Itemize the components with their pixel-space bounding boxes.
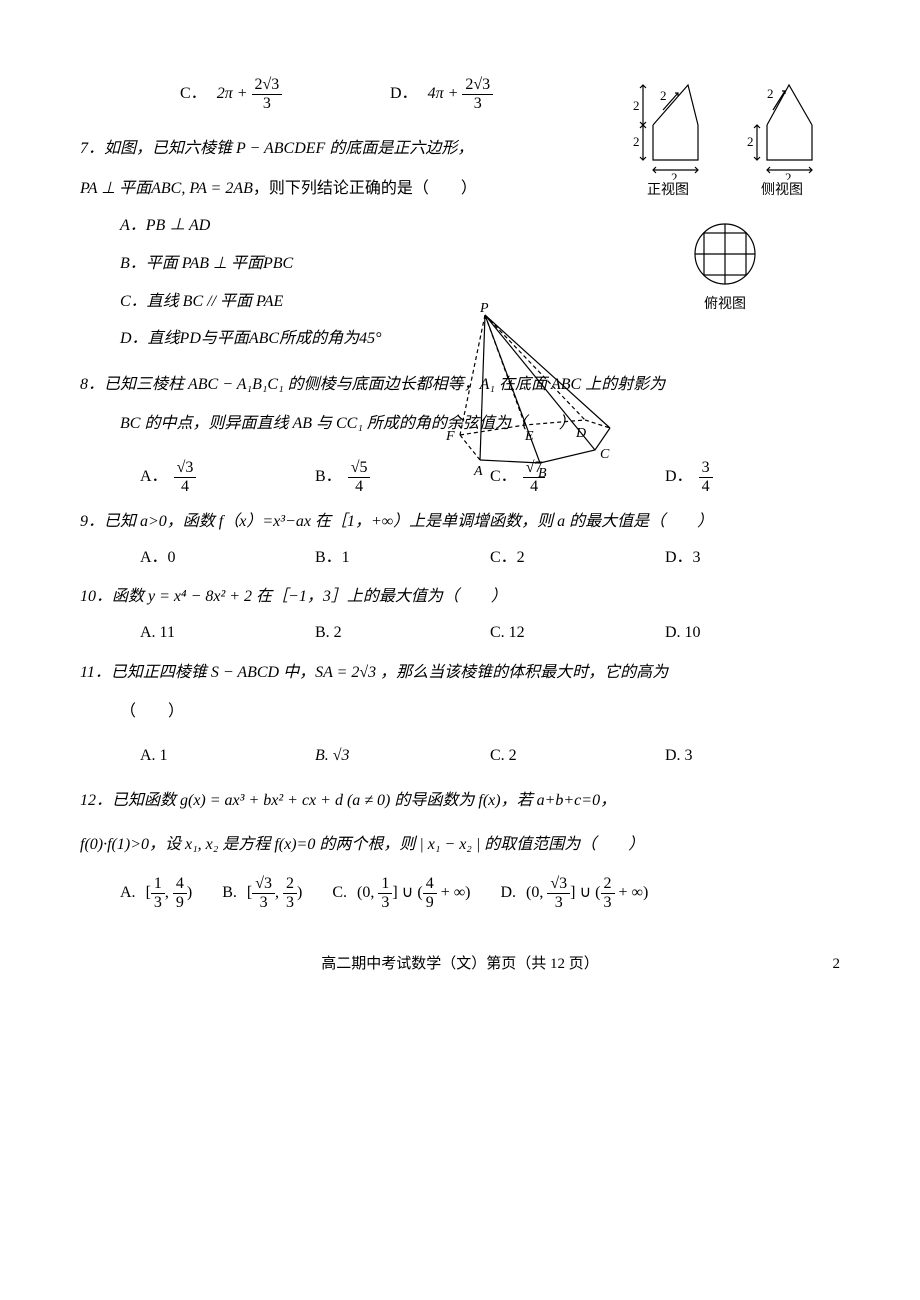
side-view-svg: 2 2 2 (737, 70, 827, 180)
q10-opt-a: A. 11 (140, 620, 315, 646)
q9-opt-c: C．2 (490, 545, 665, 571)
q12-opt-d: D. (0, √33] ∪ (23 + ∞) (500, 875, 648, 911)
q11: 11．已知正四棱锥 S − ABCD 中，SA = 2√3 ，那么当该棱锥的体积… (80, 660, 840, 769)
q11-stem: 11．已知正四棱锥 S − ABCD 中，SA = 2√3 ，那么当该棱锥的体积… (80, 660, 840, 686)
label-C: C (600, 447, 610, 462)
q11-opt-b: B. √3 (315, 743, 490, 769)
q11-options: A. 1 B. √3 C. 2 D. 3 (140, 743, 840, 769)
q6-opt-c: C． 2π + 2√33 (180, 76, 300, 112)
footer-text: 高二期中考试数学（文）第页（共 12 页） (321, 956, 599, 972)
front-view-svg: 2 2 2 2 (623, 70, 713, 180)
q12-opt-a: A. [13, 49) (120, 875, 192, 911)
dim-2e: 2 (747, 134, 754, 149)
hex-pyramid-figure: P A B C D E F (430, 300, 650, 480)
dim-2c: 2 (660, 88, 667, 103)
side-view-label: 侧视图 (737, 180, 827, 202)
q9-options: A．0 B．1 C．2 D．3 (140, 545, 840, 571)
dim-2d: 2 (671, 170, 678, 180)
q9-stem: 9．已知 a>0，函数 f（x）=x³−ax 在［1，+∞）上是单调增函数，则 … (80, 509, 840, 535)
q12-stem2: f(0)·f(1)>0，设 x₁, x₂ 是方程 f(x)=0 的两个根，则 |… (80, 832, 840, 858)
label-A: A (473, 464, 483, 479)
dim-2g: 2 (785, 170, 792, 180)
front-side-pair: 2 2 2 2 正视图 (610, 70, 840, 202)
q10-stem: 10．函数 y = x⁴ − 8x² + 2 在［−1，3］上的最大值为（ ） (80, 584, 840, 610)
q9: 9．已知 a>0，函数 f（x）=x³−ax 在［1，+∞）上是单调增函数，则 … (80, 509, 840, 570)
label-B: B (538, 466, 547, 480)
q6-d-label: D． (390, 85, 418, 102)
front-view-label: 正视图 (623, 180, 713, 202)
label-P: P (479, 301, 489, 316)
page-number: 2 (833, 952, 841, 976)
q9-opt-a: A．0 (140, 545, 315, 571)
q6-c-frac: 2√33 (252, 76, 283, 112)
side-view: 2 2 2 侧视图 (737, 70, 827, 202)
q6-d-frac: 2√33 (462, 76, 493, 112)
q6-d-left: 4π + (428, 85, 463, 102)
q8-opt-d: D．34 (665, 459, 840, 495)
q9-opt-d: D．3 (665, 545, 840, 571)
dim-2b: 2 (633, 134, 640, 149)
q6-opt-d: D． 4π + 2√33 (390, 76, 510, 112)
q11-opt-c: C. 2 (490, 743, 665, 769)
q12-opt-c: C. (0, 13] ∪ (49 + ∞) (332, 875, 470, 911)
q10-opt-d: D. 10 (665, 620, 840, 646)
q10-options: A. 11 B. 2 C. 12 D. 10 (140, 620, 840, 646)
q12-opt-b: B. [√33, 23) (222, 875, 302, 911)
q11-stem2: （ ） (120, 699, 840, 725)
page-footer: 高二期中考试数学（文）第页（共 12 页） 2 (80, 952, 840, 976)
front-view: 2 2 2 2 正视图 (623, 70, 713, 202)
q6-c-left: 2π + (217, 85, 252, 102)
q11-opt-a: A. 1 (140, 743, 315, 769)
q8-opt-a: A．√34 (140, 459, 315, 495)
label-F: F (445, 429, 455, 444)
top-view-svg (685, 214, 765, 294)
q10-opt-b: B. 2 (315, 620, 490, 646)
label-E: E (524, 429, 534, 444)
q11-opt-d: D. 3 (665, 743, 840, 769)
dim-2f: 2 (767, 86, 774, 101)
q12-options: A. [13, 49) B. [√33, 23) C. (0, 13] ∪ (4… (120, 875, 840, 911)
hex-pyramid-svg: P A B C D E F (430, 300, 650, 480)
q9-opt-b: B．1 (315, 545, 490, 571)
q10: 10．函数 y = x⁴ − 8x² + 2 在［−1，3］上的最大值为（ ） … (80, 584, 840, 645)
q10-opt-c: C. 12 (490, 620, 665, 646)
q6-c-label: C． (180, 85, 207, 102)
q12-stem1: 12．已知函数 g(x) = ax³ + bx² + cx + d (a ≠ 0… (80, 788, 840, 814)
dim-2a: 2 (633, 98, 640, 113)
label-D: D (575, 426, 586, 441)
three-view-diagrams: 2 2 2 2 正视图 (610, 70, 840, 317)
q12: 12．已知函数 g(x) = ax³ + bx² + cx + d (a ≠ 0… (80, 788, 840, 911)
